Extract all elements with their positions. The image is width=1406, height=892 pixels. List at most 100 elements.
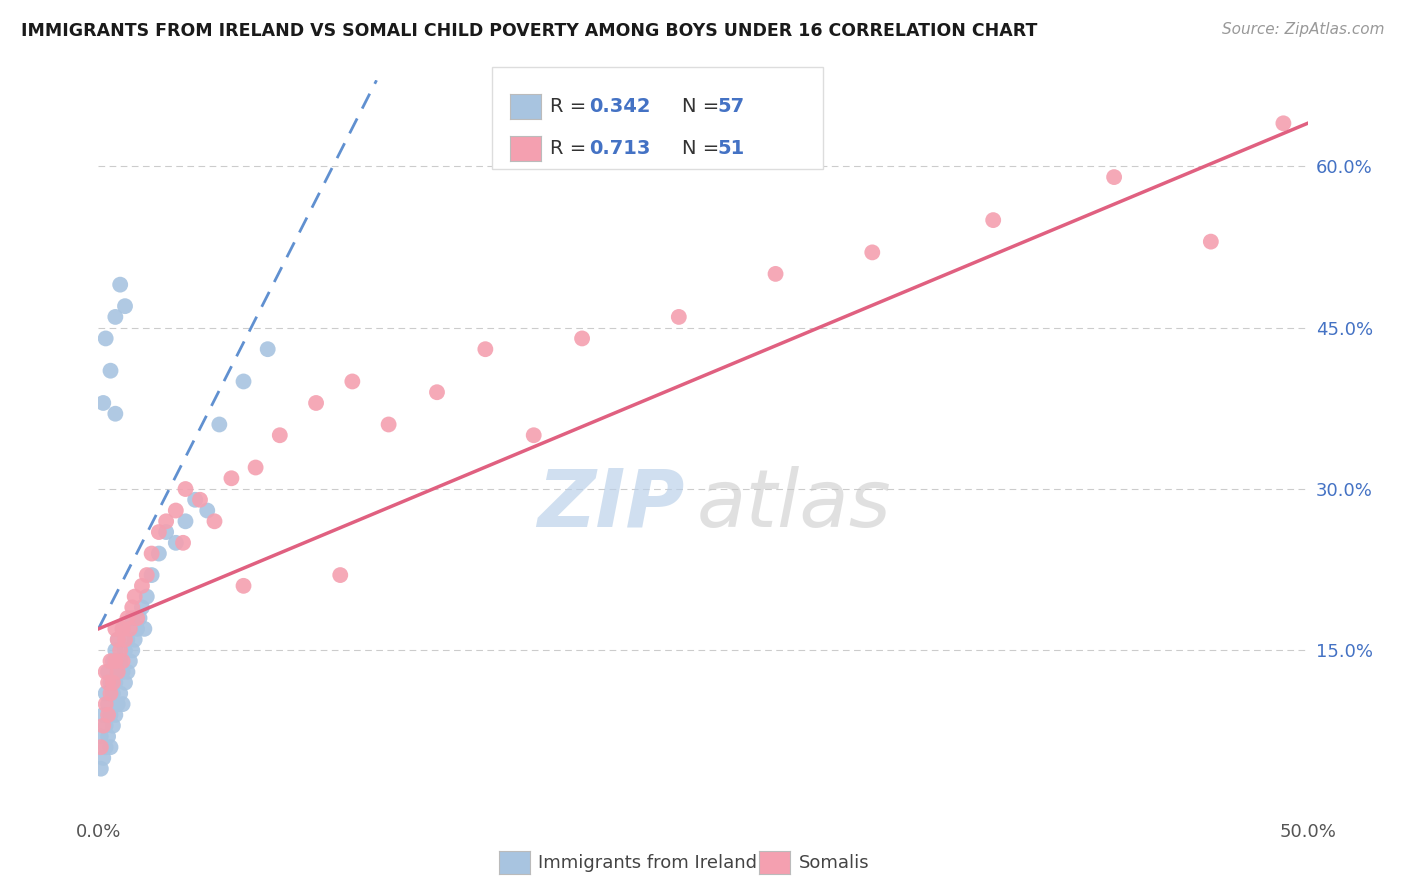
Point (100, 364, 122, 378)
Point (174, 514, 197, 528)
Point (765, 267, 787, 281)
Point (195, 503, 218, 517)
Point (104, 407, 127, 421)
Point (94, 686, 117, 700)
Point (111, 622, 134, 636)
Point (117, 632, 139, 647)
Point (117, 611, 139, 625)
Point (124, 590, 146, 604)
Point (668, 310, 690, 324)
Point (104, 707, 127, 722)
Point (97, 697, 120, 711)
Point (135, 590, 157, 604)
Text: ZIP: ZIP (537, 466, 685, 543)
Point (117, 665, 139, 679)
Point (94, 740, 117, 755)
Point (100, 654, 122, 668)
Point (100, 675, 122, 690)
Point (118, 654, 141, 668)
Point (114, 632, 136, 647)
Point (111, 697, 134, 711)
Point (127, 622, 149, 636)
Point (860, 245, 883, 260)
Point (329, 568, 352, 582)
Point (981, 213, 1004, 227)
Point (100, 740, 122, 755)
Point (108, 654, 131, 668)
Point (523, 428, 546, 442)
Point (104, 310, 127, 324)
Point (128, 611, 150, 625)
Point (91, 719, 114, 733)
Point (101, 654, 124, 668)
Point (108, 643, 131, 657)
Point (571, 331, 593, 345)
Point (148, 524, 170, 539)
Text: Immigrants from Ireland: Immigrants from Ireland (538, 854, 758, 871)
Point (101, 719, 124, 733)
Point (174, 482, 197, 496)
Text: 57: 57 (717, 97, 744, 117)
Point (426, 385, 449, 400)
Point (114, 299, 136, 313)
Point (245, 460, 267, 475)
Point (101, 686, 124, 700)
Point (94, 331, 117, 345)
Point (97, 707, 120, 722)
Point (131, 579, 153, 593)
Point (221, 471, 243, 485)
Point (111, 665, 134, 679)
Point (148, 547, 170, 561)
Point (90, 762, 112, 776)
Point (134, 622, 156, 636)
Point (232, 375, 254, 389)
Text: atlas: atlas (697, 466, 891, 543)
Point (342, 375, 364, 389)
Point (108, 277, 131, 292)
Point (97, 675, 120, 690)
Point (204, 514, 226, 528)
Point (305, 396, 328, 410)
Text: N =: N = (682, 138, 725, 158)
Point (121, 611, 143, 625)
Point (90, 740, 112, 755)
Text: 51: 51 (717, 138, 744, 158)
Point (121, 600, 143, 615)
Point (256, 342, 278, 356)
Text: 0.342: 0.342 (589, 97, 651, 117)
Point (1272, 116, 1295, 130)
Point (1102, 170, 1125, 185)
Point (172, 536, 194, 550)
Point (90, 730, 112, 744)
Point (269, 428, 291, 442)
Point (141, 568, 163, 582)
Point (165, 536, 187, 550)
Point (127, 611, 149, 625)
Point (474, 342, 496, 356)
Point (101, 675, 124, 690)
Point (208, 417, 231, 432)
Point (107, 632, 129, 647)
Point (377, 417, 399, 432)
Text: R =: R = (550, 138, 592, 158)
Point (107, 665, 129, 679)
Point (118, 622, 141, 636)
Point (114, 643, 136, 657)
Point (91, 396, 114, 410)
Point (114, 675, 136, 690)
Point (104, 643, 127, 657)
Point (141, 547, 163, 561)
Point (97, 665, 120, 679)
Text: IMMIGRANTS FROM IRELAND VS SOMALI CHILD POVERTY AMONG BOYS UNDER 16 CORRELATION : IMMIGRANTS FROM IRELAND VS SOMALI CHILD … (21, 22, 1038, 40)
Point (188, 492, 211, 507)
Point (121, 643, 143, 657)
Point (91, 707, 114, 722)
Point (94, 665, 117, 679)
Point (104, 654, 127, 668)
Point (232, 579, 254, 593)
Point (111, 622, 134, 636)
Point (100, 707, 122, 722)
Point (107, 665, 129, 679)
Text: R =: R = (550, 97, 592, 117)
Text: Somalis: Somalis (799, 854, 869, 871)
